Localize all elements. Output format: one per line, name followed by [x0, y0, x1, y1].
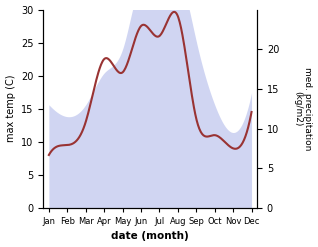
X-axis label: date (month): date (month)	[111, 231, 189, 242]
Y-axis label: med. precipitation
(kg/m2): med. precipitation (kg/m2)	[293, 67, 313, 150]
Y-axis label: max temp (C): max temp (C)	[5, 75, 16, 143]
